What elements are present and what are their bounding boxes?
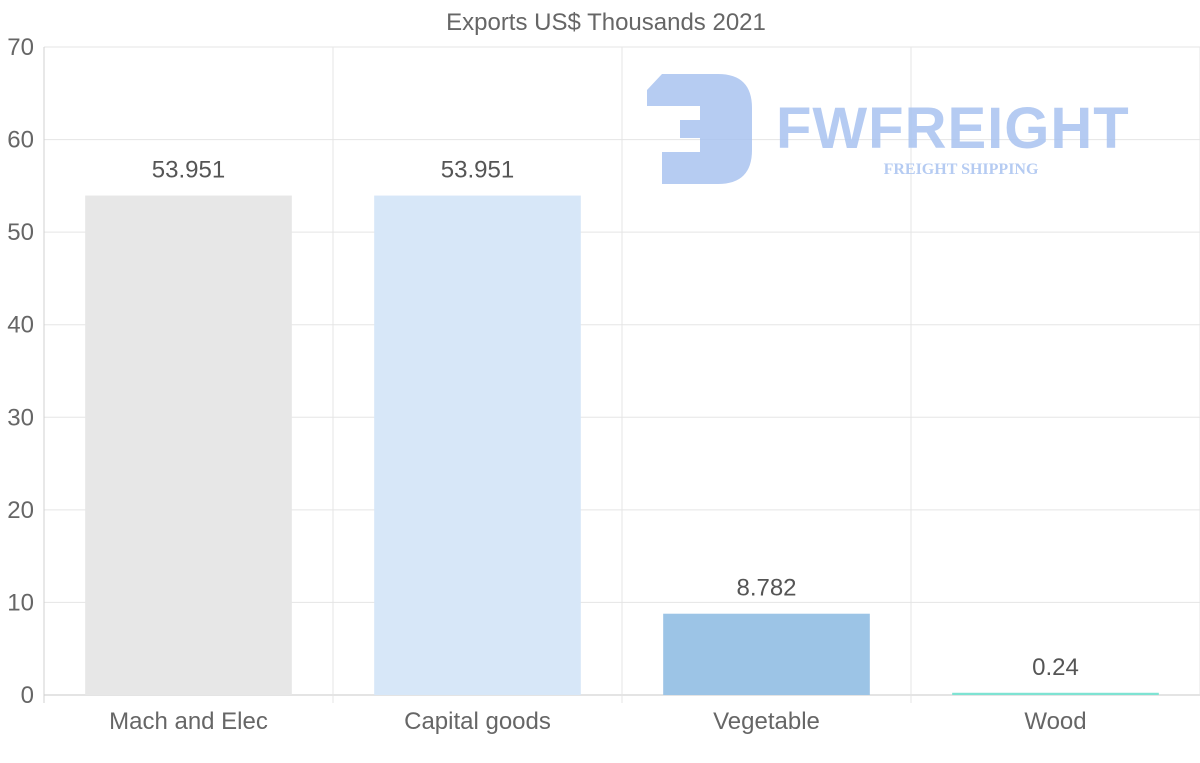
bars bbox=[85, 195, 1159, 696]
bar-capital-goods[interactable] bbox=[374, 195, 581, 696]
y-tick-label: 20 bbox=[7, 497, 34, 524]
y-tick-label: 10 bbox=[7, 589, 34, 616]
y-tick-label: 30 bbox=[7, 404, 34, 431]
x-tick-label: Wood bbox=[1024, 708, 1086, 735]
y-tick-label: 70 bbox=[7, 34, 34, 61]
bar-mach-and-elec[interactable] bbox=[85, 195, 292, 696]
data-label: 53.951 bbox=[441, 157, 514, 184]
y-axis-ticks: 0 10 20 30 40 50 60 70 bbox=[7, 34, 34, 709]
x-axis: Mach and Elec Capital goods Vegetable Wood bbox=[109, 708, 1087, 735]
watermark-name: FWFREIGHT bbox=[776, 96, 1130, 161]
watermark-logo: FWFREIGHT FREIGHT SHIPPING bbox=[647, 74, 1130, 184]
x-tick-label: Mach and Elec bbox=[109, 708, 268, 735]
y-tick-label: 40 bbox=[7, 312, 34, 339]
bar-vegetable[interactable] bbox=[663, 613, 870, 695]
watermark-tagline: FREIGHT SHIPPING bbox=[884, 161, 1039, 178]
x-tick-label: Capital goods bbox=[404, 708, 551, 735]
bar-wood[interactable] bbox=[952, 692, 1159, 695]
data-label: 0.24 bbox=[1032, 654, 1079, 681]
y-tick-label: 50 bbox=[7, 219, 34, 246]
data-label: 8.782 bbox=[736, 575, 796, 602]
logo-mark-icon bbox=[647, 74, 752, 184]
x-tick-label: Vegetable bbox=[713, 708, 820, 735]
data-label: 53.951 bbox=[152, 157, 225, 184]
y-tick-label: 0 bbox=[21, 682, 34, 709]
y-tick-label: 60 bbox=[7, 127, 34, 154]
data-labels: 53.951 53.951 8.782 0.24 bbox=[152, 157, 1079, 681]
chart-title: Exports US$ Thousands 2021 bbox=[446, 9, 766, 36]
